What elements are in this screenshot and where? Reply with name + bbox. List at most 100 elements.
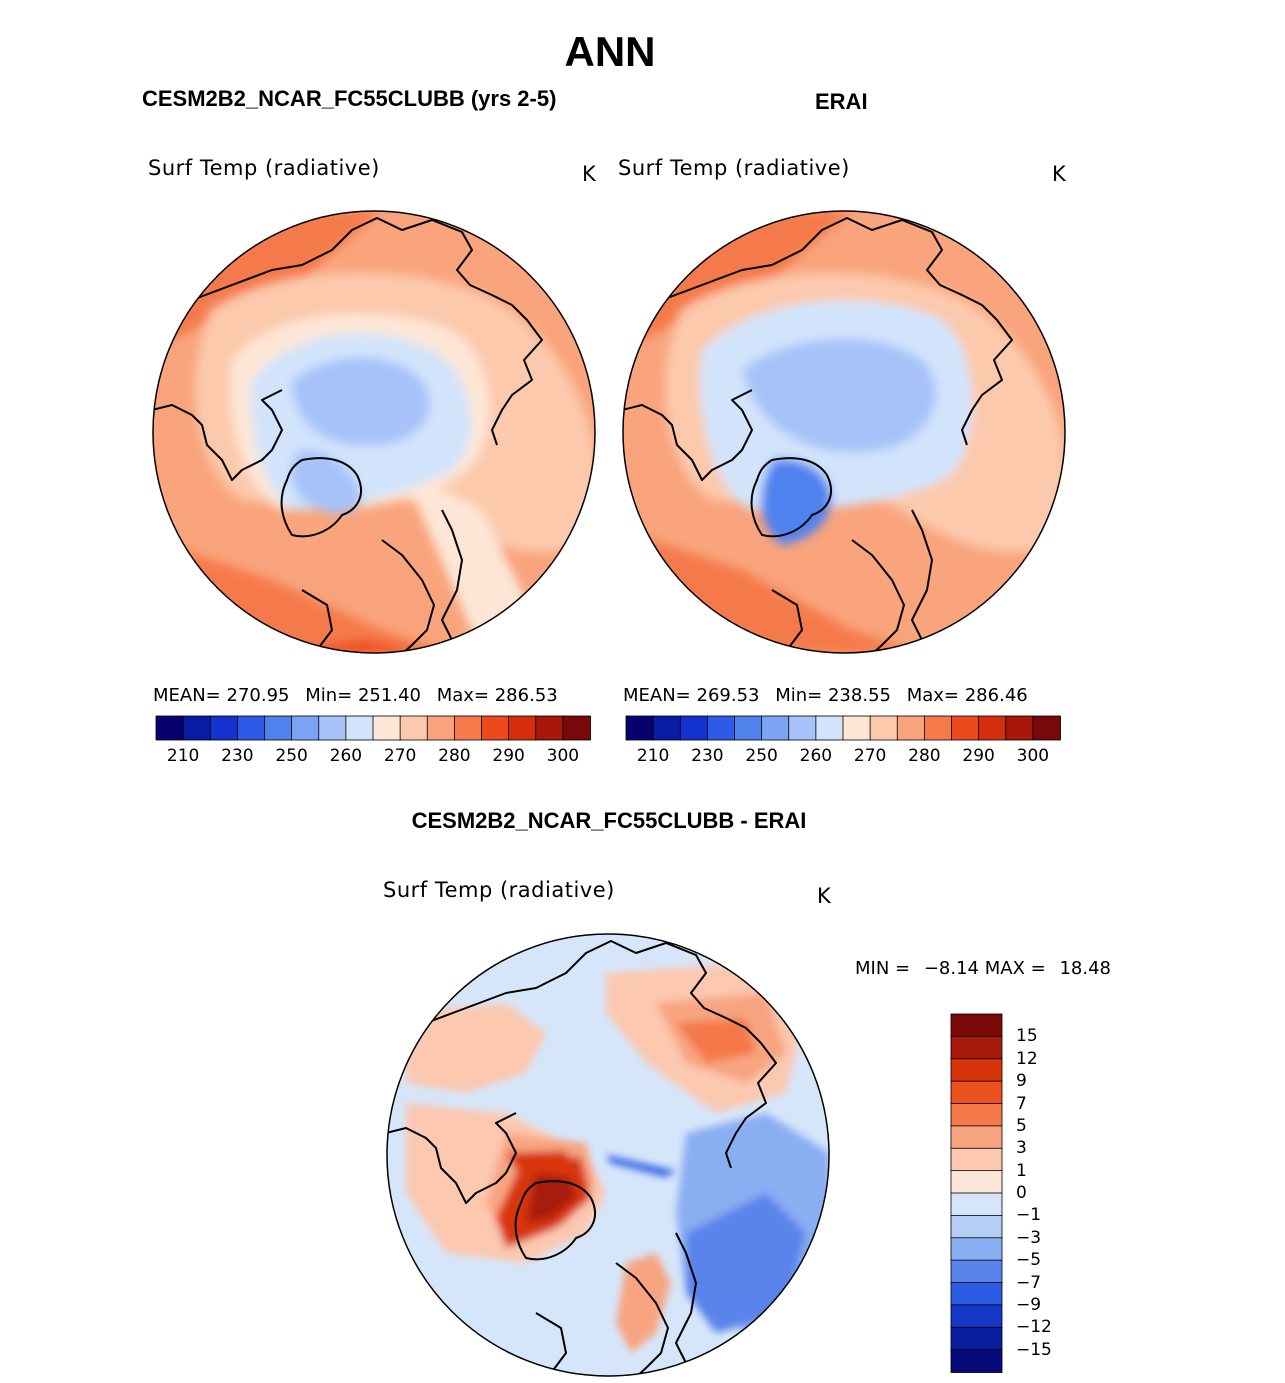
field-colder-region <box>290 450 362 514</box>
model-min-label: Min= <box>305 685 353 706</box>
colorbar-swatch <box>815 715 844 741</box>
colorbar-swatch <box>155 715 185 741</box>
colorbar-swatch <box>372 715 402 741</box>
colorbar-swatch <box>950 1192 1003 1217</box>
colorbar-swatch <box>950 1349 1003 1373</box>
colorbar-tick-label: −12 <box>1016 1317 1052 1338</box>
colorbar-tick-label: 250 <box>275 746 308 766</box>
colorbar-swatch <box>869 715 899 741</box>
obs-mean-value: 269.53 <box>696 685 760 706</box>
model-panel-title: CESM2B2_NCAR_FC55CLUBB (yrs 2-5) <box>142 86 557 111</box>
colorbar-swatch <box>182 715 212 741</box>
field-positive-anomaly <box>676 1018 756 1063</box>
obs-colorbar <box>625 715 1061 741</box>
colorbar-tick-label: 3 <box>1016 1138 1027 1159</box>
colorbar-tick-label: 1 <box>1016 1160 1027 1181</box>
colorbar-swatch <box>950 1259 1003 1284</box>
colorbar-swatch <box>923 715 953 741</box>
coastline <box>280 457 362 538</box>
colorbar-swatch <box>625 715 655 741</box>
colorbar-swatch <box>788 715 817 741</box>
colorbar-swatch <box>652 715 682 741</box>
colorbar-swatch <box>950 1170 1003 1194</box>
colorbar-tick-label: −7 <box>1016 1272 1042 1293</box>
field-positive-anomaly <box>616 1253 671 1353</box>
coastline <box>961 304 1013 446</box>
colorbar-tick-label: −15 <box>1016 1339 1052 1360</box>
diff-panel-title: CESM2B2_NCAR_FC55CLUBB - ERAI <box>411 808 807 833</box>
field-strong-positive-anomaly <box>506 1151 571 1169</box>
colorbar-tick-label: 290 <box>962 746 995 766</box>
page-title: ANN <box>564 28 656 75</box>
colorbar-swatch <box>951 715 980 741</box>
colorbar-tick-label: −3 <box>1016 1227 1042 1248</box>
coastline <box>425 940 747 1029</box>
colorbar-swatch <box>950 1237 1003 1262</box>
colorbar-tick-label: 210 <box>636 746 670 766</box>
model-colorbar <box>155 715 591 741</box>
diff-units-label: K <box>817 884 832 908</box>
obs-min-label: Min= <box>775 685 823 706</box>
coastline <box>771 589 803 651</box>
field-negative-anomaly <box>606 1155 676 1177</box>
colorbar-tick-label: 9 <box>1016 1071 1027 1092</box>
field-colder-region <box>292 357 430 446</box>
colorbar-swatch <box>950 1326 1003 1351</box>
obs-min-value: 238.55 <box>827 685 891 706</box>
obs-units-label: K <box>1052 162 1067 186</box>
coastline <box>750 457 832 538</box>
colorbar-swatch <box>426 715 456 741</box>
coastline <box>615 1262 669 1376</box>
colorbar-swatch <box>481 715 510 741</box>
coastline <box>381 539 435 653</box>
model-polar-map <box>152 210 596 654</box>
colorbar-swatch <box>706 715 736 741</box>
coastline <box>851 539 905 653</box>
map-border <box>386 933 830 1377</box>
diff-stats: MIN = −8.14 MAX = 18.48 <box>855 958 1111 979</box>
colorbar-swatch <box>236 715 266 741</box>
model-min-value: 251.40 <box>357 685 421 706</box>
colorbar-swatch <box>562 715 591 741</box>
colorbar-tick-label: 250 <box>745 746 778 766</box>
colorbar-swatch <box>508 715 537 741</box>
field-positive-anomaly <box>406 1003 546 1093</box>
diff-polar-map <box>386 933 830 1377</box>
obs-colorbar-ticks: 210 230 250 260 270 280 290 300 <box>626 746 1060 770</box>
coastline <box>491 304 543 446</box>
colorbar-tick-label: 260 <box>799 746 833 766</box>
map-border <box>152 210 596 654</box>
diff-max-label: MAX = <box>984 958 1046 979</box>
diff-variable-label: Surf Temp (radiative) <box>383 878 615 902</box>
obs-panel-title: ERAI <box>815 89 868 114</box>
colorbar-swatch <box>399 715 429 741</box>
colorbar-tick-label: 7 <box>1016 1093 1027 1114</box>
colorbar-swatch <box>535 715 564 741</box>
colorbar-swatch <box>950 1282 1003 1306</box>
colorbar-swatch <box>318 715 347 741</box>
diff-max-value: 18.48 <box>1059 958 1111 979</box>
colorbar-swatch <box>950 1080 1003 1105</box>
colorbar-tick-label: 15 <box>1016 1026 1038 1047</box>
coastline <box>153 389 283 481</box>
colorbar-swatch <box>950 1125 1003 1150</box>
colorbar-swatch <box>1005 715 1034 741</box>
field-coldest-region <box>761 459 832 545</box>
model-mean-label: MEAN= <box>153 685 221 706</box>
map-border <box>622 210 1066 654</box>
colorbar-swatch <box>209 715 239 741</box>
colorbar-swatch <box>679 715 709 741</box>
colorbar-swatch <box>950 1013 1003 1038</box>
colorbar-swatch <box>345 715 374 741</box>
model-max-label: Max= <box>436 685 489 706</box>
model-colorbar-ticks: 210 230 250 260 270 280 290 300 <box>156 746 590 770</box>
field-strongest-positive-anomaly <box>526 1173 576 1223</box>
model-units-label: K <box>582 162 597 186</box>
model-stats: MEAN= 270.95 Min= 251.40 Max= 286.53 <box>153 685 558 706</box>
colorbar-tick-label: 270 <box>853 746 887 766</box>
colorbar-tick-label: 230 <box>221 746 254 766</box>
colorbar-swatch <box>950 1058 1003 1083</box>
colorbar-tick-label: −1 <box>1016 1205 1042 1226</box>
colorbar-swatch <box>950 1304 1003 1329</box>
colorbar-swatch <box>1032 715 1061 741</box>
